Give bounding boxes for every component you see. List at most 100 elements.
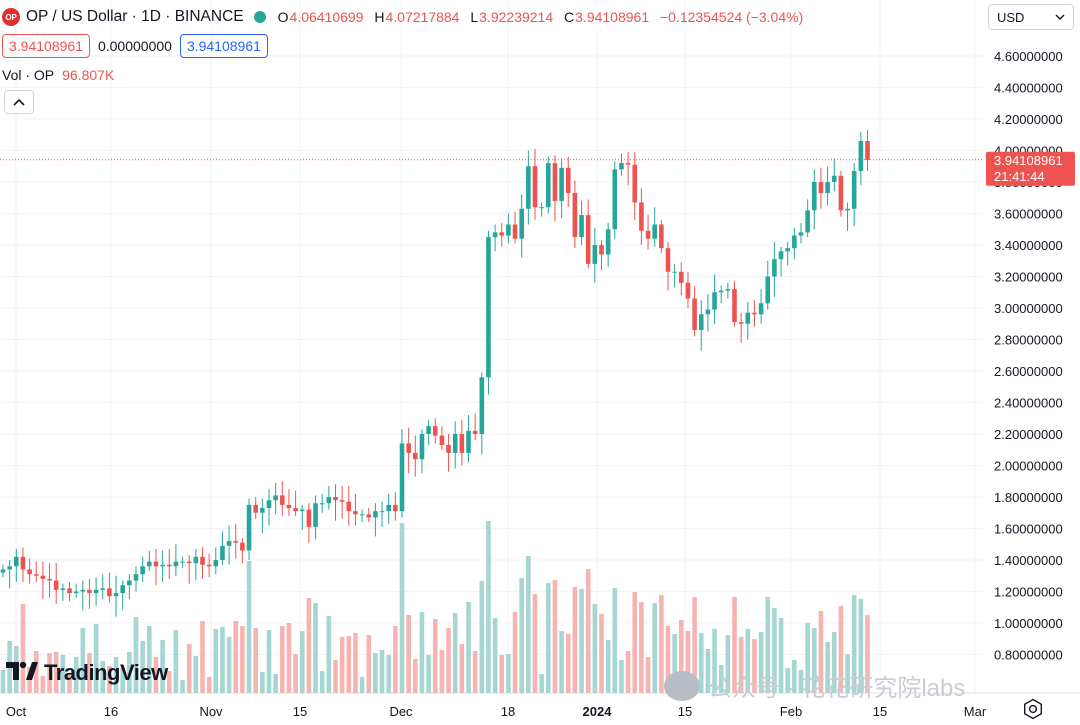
candle: [20, 556, 26, 570]
volume-bar: [519, 578, 524, 693]
candle: [858, 141, 864, 171]
op-logo-icon[interactable]: OP: [2, 8, 20, 26]
volume-bar: [313, 603, 318, 693]
candle: [47, 578, 52, 581]
candle: [333, 497, 338, 501]
candle: [53, 580, 59, 590]
candle: [260, 508, 265, 513]
volume-bar: [93, 624, 99, 693]
symbol-header: OP OP / US Dollar · 1D · BINANCE O4.0641…: [0, 5, 810, 29]
volume-bar: [685, 631, 691, 693]
candle: [240, 542, 245, 551]
candle: [552, 163, 558, 201]
volume-bar: [858, 599, 864, 693]
volume-bar: [173, 630, 179, 693]
volume-bar: [559, 631, 564, 693]
y-axis-tick-label: 2.60000000: [994, 364, 1063, 379]
candle: [439, 435, 445, 446]
buy-price-button[interactable]: 3.94108961: [179, 34, 268, 58]
volume-bar: [865, 615, 870, 693]
candle: [519, 208, 524, 239]
x-axis-tick-label: 15: [873, 704, 887, 719]
volume-bar: [619, 660, 624, 693]
tradingview-logo[interactable]: TradingView: [6, 660, 168, 686]
candle: [180, 561, 185, 563]
volume-bar: [260, 672, 265, 693]
volume-bar: [353, 633, 358, 693]
candle: [659, 224, 664, 249]
volume-bar: [479, 581, 485, 693]
gear-icon[interactable]: [1022, 698, 1044, 720]
candle: [93, 589, 99, 594]
volume-bar: [166, 671, 172, 693]
candle: [738, 322, 744, 324]
candle: [280, 495, 285, 505]
volume-bar: [725, 635, 731, 693]
candle: [339, 500, 345, 502]
volume-bar: [379, 650, 385, 693]
candle: [645, 230, 651, 239]
candle: [393, 504, 398, 512]
candle: [625, 163, 631, 165]
volume-bar: [466, 602, 471, 693]
candle: [326, 497, 332, 504]
candle: [173, 561, 179, 567]
volume-bar: [27, 667, 32, 693]
candle: [379, 511, 385, 513]
watermark: 公众号 · 花花研究院labs: [664, 668, 965, 703]
currency-select[interactable]: USD: [988, 4, 1074, 30]
collapse-legend-button[interactable]: [4, 90, 34, 114]
candle: [266, 500, 272, 509]
candle: [286, 504, 292, 509]
current-price-label[interactable]: [986, 151, 1075, 186]
candle: [539, 207, 544, 209]
volume-bar: [40, 676, 46, 693]
market-status-icon[interactable]: [253, 11, 266, 23]
candle: [765, 276, 771, 304]
volume-bar: [831, 632, 837, 693]
volume-bar: [599, 614, 604, 693]
candle: [233, 541, 239, 543]
candle: [319, 503, 325, 505]
candle: [479, 377, 485, 434]
x-axis-tick-label: 15: [293, 704, 307, 719]
candle: [253, 504, 258, 513]
candle: [27, 569, 32, 575]
candle: [785, 248, 790, 252]
volume-bar: [373, 653, 378, 693]
volume-bar: [406, 615, 411, 693]
candle: [14, 556, 19, 567]
symbol-title[interactable]: OP / US Dollar · 1D · BINANCE: [26, 8, 244, 25]
y-axis-tick-label: 2.20000000: [994, 427, 1063, 442]
volume-bar: [186, 644, 192, 693]
candle: [127, 580, 132, 586]
candle: [546, 163, 551, 208]
currency-value: USD: [997, 9, 1025, 25]
candle: [107, 588, 112, 597]
candle: [206, 564, 212, 567]
candle: [685, 282, 691, 299]
volume-bar: [120, 668, 125, 693]
x-axis-tick-label: 2024: [583, 704, 613, 719]
volume-bar: [526, 556, 531, 693]
candle: [446, 445, 451, 453]
change-value: −0.12354524 (−3.04%): [660, 9, 804, 25]
volume-bar: [785, 668, 790, 693]
volume-bar: [539, 674, 544, 693]
bar-countdown-text: 21:41:44: [994, 169, 1045, 184]
volume-bar: [432, 619, 438, 693]
volume-bar: [33, 651, 39, 693]
candle: [200, 556, 205, 565]
volume-bar: [632, 592, 638, 693]
x-axis-tick-label: Mar: [964, 704, 987, 719]
y-axis-tick-label: 3.00000000: [994, 301, 1063, 316]
sell-price-button[interactable]: 3.94108961: [2, 34, 90, 58]
candle: [499, 232, 505, 236]
y-axis-tick-label: 3.20000000: [994, 270, 1063, 285]
candle: [359, 514, 365, 516]
candle: [599, 245, 604, 255]
volume-bar: [339, 637, 345, 693]
candle: [366, 514, 372, 518]
candle: [619, 163, 624, 170]
